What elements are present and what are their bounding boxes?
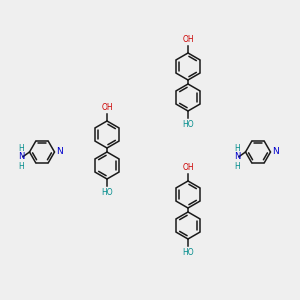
Text: N: N [272,148,279,157]
Text: OH: OH [182,163,194,172]
Text: HO: HO [101,188,113,197]
Text: H: H [234,144,240,153]
Text: OH: OH [101,103,113,112]
Text: H: H [18,162,24,171]
Text: H: H [234,162,240,171]
Text: N: N [234,152,240,161]
Text: H: H [18,144,24,153]
Text: N: N [56,148,63,157]
Text: HO: HO [182,120,194,129]
Text: N: N [18,152,24,161]
Text: OH: OH [182,35,194,44]
Text: HO: HO [182,248,194,257]
